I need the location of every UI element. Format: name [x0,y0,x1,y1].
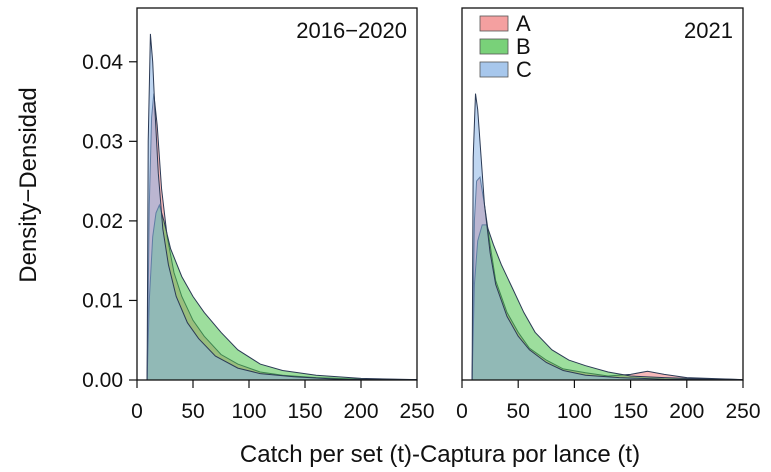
legend-swatch-c [479,61,509,78]
x-tick-label: 150 [287,400,322,423]
legend-label-a: A [516,11,531,36]
legend-swatch-b [479,38,509,55]
panel-label: 2021 [684,18,733,43]
y-tick-label: 0.03 [82,130,123,153]
x-tick-label: 250 [725,400,760,423]
legend-swatch-a [479,15,509,32]
x-tick-label: 50 [507,400,530,423]
x-axis-label: Catch per set (t)-Captura por lance (t) [240,441,640,468]
y-tick-label: 0.04 [82,51,123,74]
y-tick-label: 0.01 [82,289,123,312]
x-tick-label: 250 [399,400,434,423]
x-tick-label: 100 [231,400,266,423]
x-tick-label: 150 [613,400,648,423]
plot-frame [136,7,418,381]
x-tick-label: 0 [456,400,468,423]
x-tick-label: 200 [343,400,378,423]
x-tick-label: 200 [669,400,704,423]
legend-label-b: B [516,34,531,59]
x-tick-label: 100 [557,400,592,423]
y-tick-label: 0.02 [82,210,123,233]
density-area-c [146,33,418,381]
x-tick-label: 0 [131,400,143,423]
panel-label: 2016−2020 [296,18,407,43]
panel-2016-2020: 0 50 100 150 200 250 0.00 0.01 0.02 0.03 0.04 2016−… [82,7,435,423]
y-axis-label: Density−Densidad [15,87,42,282]
density-area-c [471,93,744,381]
x-tick-label: 50 [181,400,204,423]
panel-2021: 0 50 100 150 200 250 2021 ABC [456,7,761,423]
plot-frame [461,7,744,381]
legend-label-c: C [516,57,532,82]
y-tick-label: 0.00 [82,369,123,392]
